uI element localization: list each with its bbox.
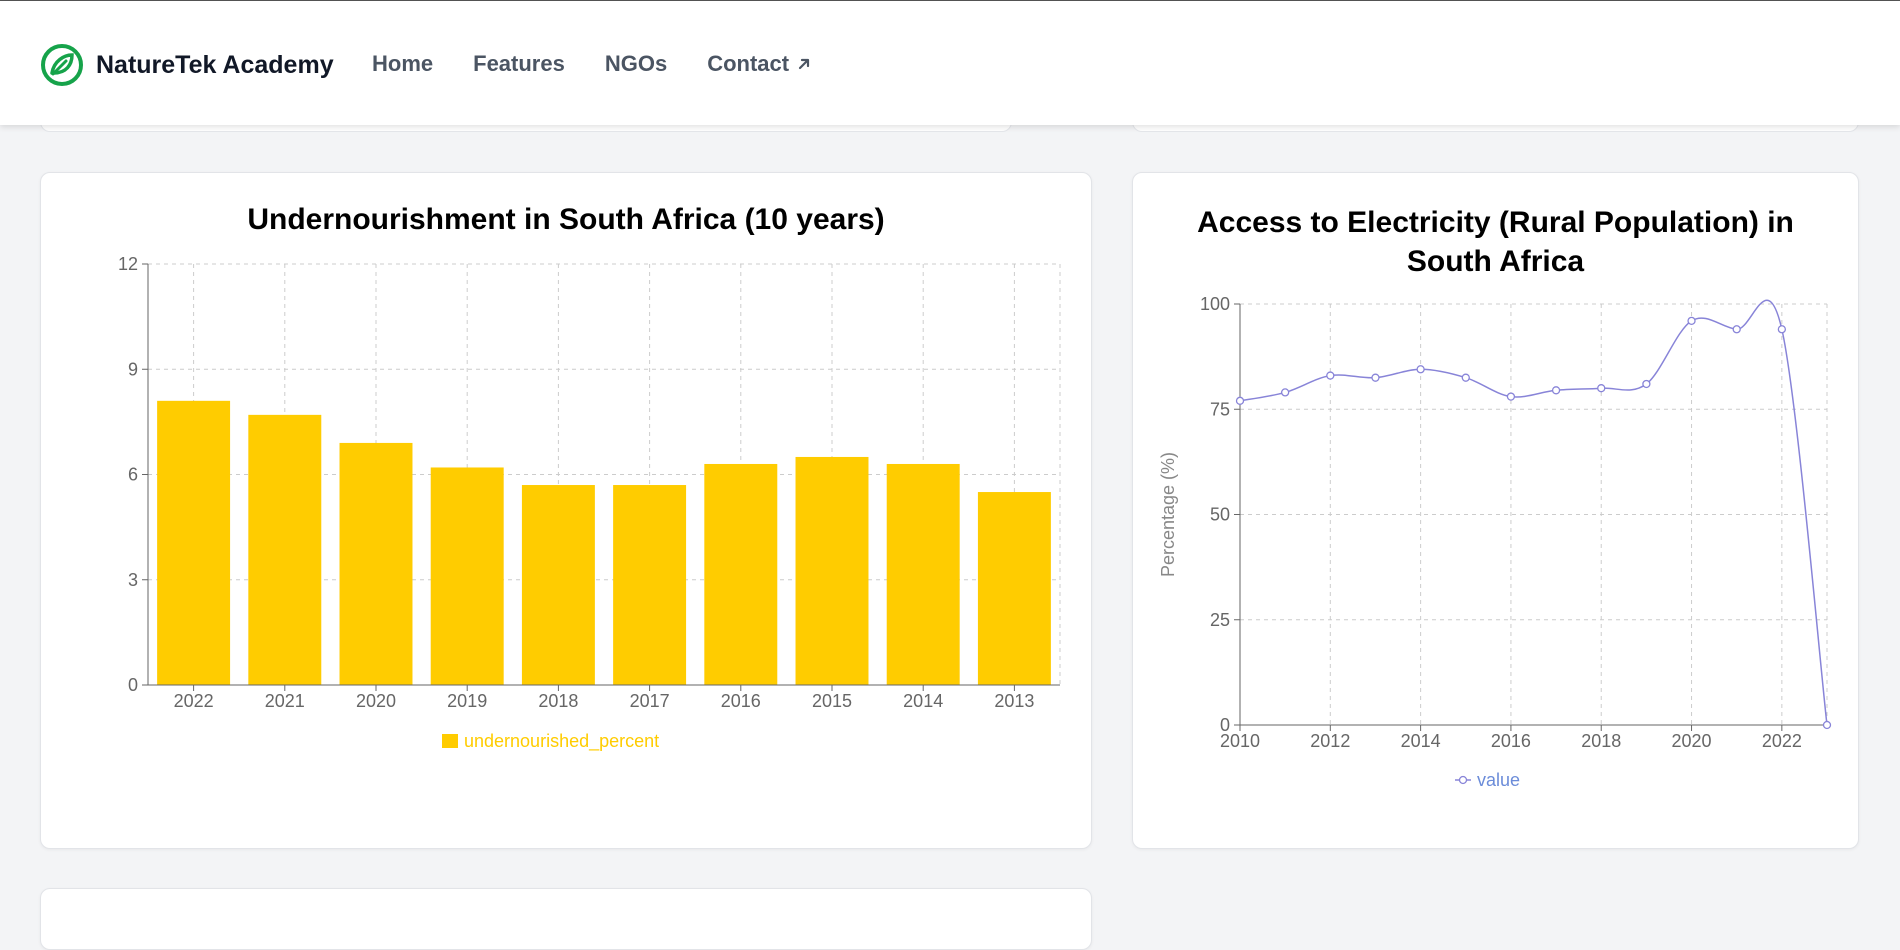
nav-contact-label: Contact bbox=[707, 51, 790, 76]
x-tick-label: 2016 bbox=[1491, 731, 1531, 751]
data-point-2014 bbox=[1416, 365, 1425, 374]
x-tick-label: 2020 bbox=[1672, 731, 1712, 751]
x-tick-label: 2015 bbox=[812, 691, 852, 711]
main-nav: Home Features NGOs Contact bbox=[372, 51, 811, 77]
y-tick-label: 12 bbox=[118, 254, 138, 274]
nav-contact-link[interactable]: Contact bbox=[707, 51, 811, 77]
bar-2020 bbox=[339, 442, 413, 685]
x-tick-label: 2012 bbox=[1310, 731, 1350, 751]
legend-label: value bbox=[1477, 770, 1520, 790]
bar-2017 bbox=[613, 485, 687, 685]
series-line-value bbox=[1239, 299, 1828, 726]
data-point-2013 bbox=[1371, 373, 1380, 382]
line-chart-grid bbox=[1240, 303, 1828, 725]
y-tick-label: 50 bbox=[1210, 505, 1230, 525]
data-point-2023 bbox=[1822, 720, 1832, 730]
data-point-2011 bbox=[1281, 388, 1290, 397]
electricity-card: Access to Electricity (Rural Population)… bbox=[1132, 172, 1859, 849]
x-tick-label: 2018 bbox=[1581, 731, 1621, 751]
line-chart-legend: value bbox=[1455, 770, 1520, 790]
x-tick-label: 2017 bbox=[630, 691, 670, 711]
y-tick-label: 100 bbox=[1200, 294, 1230, 314]
x-tick-label: 2014 bbox=[903, 691, 943, 711]
data-point-2015 bbox=[1461, 373, 1470, 382]
undernourishment-card: Undernourishment in South Africa (10 yea… bbox=[40, 172, 1092, 849]
data-point-2012 bbox=[1326, 371, 1335, 380]
y-axis-label: Percentage (%) bbox=[1158, 452, 1178, 577]
bar-2016 bbox=[704, 463, 778, 685]
bar-2013 bbox=[977, 492, 1051, 685]
brand-name: NatureTek Academy bbox=[96, 50, 334, 79]
nav-home-link[interactable]: Home bbox=[372, 51, 434, 76]
bar-2021 bbox=[248, 414, 322, 685]
next-card bbox=[40, 888, 1092, 950]
y-tick-label: 9 bbox=[128, 359, 138, 379]
x-tick-label: 2022 bbox=[1762, 731, 1802, 751]
leaf-logo-icon bbox=[41, 44, 83, 86]
y-tick-label: 6 bbox=[128, 465, 138, 485]
data-point-2021 bbox=[1732, 325, 1741, 334]
bar-2019 bbox=[430, 467, 504, 685]
nav-ngos-link[interactable]: NGOs bbox=[604, 51, 668, 76]
x-tick-label: 2020 bbox=[356, 691, 396, 711]
y-tick-label: 75 bbox=[1210, 399, 1230, 419]
bar-chart-legend: undernourished_percent bbox=[442, 731, 659, 752]
legend-marker bbox=[1458, 775, 1468, 785]
data-point-2010 bbox=[1235, 396, 1245, 405]
x-tick-label: 2014 bbox=[1401, 731, 1441, 751]
x-tick-label: 2013 bbox=[994, 691, 1034, 711]
data-point-2019 bbox=[1642, 379, 1651, 389]
undernourishment-chart-title: Undernourishment in South Africa (10 yea… bbox=[247, 203, 885, 236]
external-link-arrow-icon bbox=[798, 58, 810, 70]
data-point-2016 bbox=[1506, 392, 1516, 401]
nav-features-link[interactable]: Features bbox=[473, 51, 565, 76]
y-tick-label: 25 bbox=[1210, 610, 1230, 630]
undernourishment-bar-chart: 2022 2021 2020 2019 2018 2017 2016 2015 2014 2013… bbox=[118, 254, 1061, 752]
bar-2014 bbox=[886, 463, 960, 685]
x-tick-label: 2010 bbox=[1220, 731, 1260, 751]
data-point-2022 bbox=[1777, 325, 1786, 334]
x-tick-label: 2022 bbox=[174, 691, 214, 711]
electricity-line-chart: 0 25 50 75 100 2010 2012 2014 2016 2018 2020 2022 Pe… bbox=[1158, 294, 1832, 790]
y-tick-label: 0 bbox=[1220, 715, 1230, 735]
data-point-2020 bbox=[1687, 316, 1696, 325]
top-navbar: NatureTek Academy Home Features NGOs Con… bbox=[0, 1, 1900, 125]
x-tick-label: 2016 bbox=[721, 691, 761, 711]
bar-2018 bbox=[521, 485, 595, 685]
data-point-2017 bbox=[1551, 386, 1561, 395]
x-tick-label: 2021 bbox=[265, 691, 305, 711]
legend-label: undernourished_percent bbox=[464, 731, 659, 752]
legend-swatch bbox=[442, 734, 458, 748]
y-tick-label: 0 bbox=[128, 675, 138, 695]
y-tick-label: 3 bbox=[128, 570, 138, 590]
brand[interactable]: NatureTek Academy bbox=[40, 43, 334, 87]
x-tick-label: 2018 bbox=[538, 691, 578, 711]
bar-2015 bbox=[795, 456, 869, 685]
bar-2022 bbox=[157, 400, 231, 685]
x-tick-label: 2019 bbox=[447, 691, 487, 711]
window-top-border bbox=[0, 0, 1900, 1]
data-point-2018 bbox=[1597, 384, 1606, 393]
electricity-chart-title: Access to Electricity (Rural Population)… bbox=[1197, 206, 1794, 278]
